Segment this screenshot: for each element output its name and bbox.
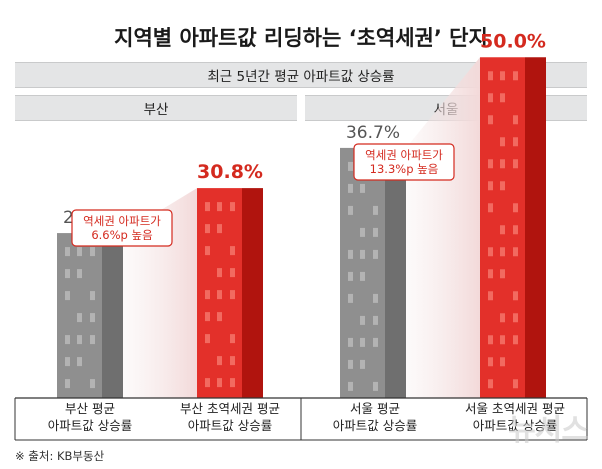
data-label-3: 50.0% (480, 30, 546, 52)
bar-0 (57, 233, 123, 398)
category-label-line: 아파트값 상승률 (332, 418, 418, 433)
category-label-line: 부산 평균 (65, 401, 115, 416)
category-label-line: 아파트값 상승률 (187, 418, 273, 433)
category-label-line: 서울 초역세권 평균 (465, 401, 565, 416)
watermark-logo: 뉴시스 (508, 413, 589, 448)
annotation-line: 역세권 아파트가 (83, 214, 161, 228)
category-label-line: 서울 평균 (350, 401, 400, 416)
category-label-line: 아파트값 상승률 (47, 418, 133, 433)
category-label-busan-avg: 부산 평균 아파트값 상승률 (20, 400, 160, 434)
annotation-line: 역세권 아파트가 (365, 148, 443, 162)
chart-title: 지역별 아파트값 리딩하는 ‘초역세권’ 단지 (114, 26, 488, 50)
source-note: ※ 출처: KB부동산 (15, 449, 105, 463)
annotation-line: 13.3%p 높음 (370, 162, 439, 176)
category-label-seoul-station: 서울 초역세권 평균 아파트값 상승률 (445, 400, 585, 434)
bar-1 (197, 188, 263, 398)
region-header-busan: 부산 (15, 95, 297, 121)
growth-wedge-1 (406, 57, 480, 399)
data-label-2: 36.7% (346, 123, 400, 143)
annotation-line: 6.6%p 높음 (91, 228, 152, 242)
bar-2 (340, 147, 406, 398)
category-label-seoul-avg: 서울 평균 아파트값 상승률 (305, 400, 445, 434)
category-label-line: 부산 초역세권 평균 (180, 401, 280, 416)
category-label-line: 아파트값 상승률 (472, 418, 558, 433)
category-label-busan-station: 부산 초역세권 평균 아파트값 상승률 (160, 400, 300, 434)
bar-3 (480, 57, 546, 399)
data-label-1: 30.8% (197, 161, 263, 183)
